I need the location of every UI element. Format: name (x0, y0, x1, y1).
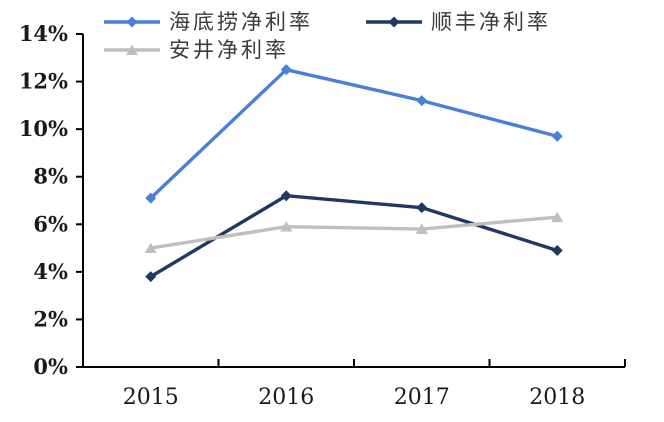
x-axis-category-label: 2017 (394, 385, 450, 410)
series-0-marker (280, 64, 292, 76)
y-axis-tick-label: 4% (33, 259, 68, 284)
series-1-marker (145, 271, 157, 283)
series-line-2 (149, 215, 559, 250)
y-axis-tick-label: 10% (19, 116, 68, 141)
y-axis-tick-label: 6% (33, 211, 68, 236)
x-axis-category-label: 2018 (529, 385, 585, 410)
x-axis-category-label: 2016 (258, 385, 314, 410)
series-2-marker (144, 242, 157, 254)
series-line-0 (149, 67, 559, 200)
series-1-marker (551, 244, 563, 256)
y-axis-tick-label: 12% (19, 69, 68, 94)
y-axis-tick-label: 2% (33, 306, 68, 331)
series-2-marker (415, 223, 428, 234)
x-axis-category-label: 2015 (123, 385, 179, 410)
y-axis-tick-label: 14% (19, 21, 68, 46)
y-axis-tick-label: 0% (33, 354, 68, 379)
series-0-marker (416, 95, 428, 107)
series-1-marker (280, 190, 292, 202)
y-axis-tick-label: 8% (33, 164, 68, 189)
series-line-1 (149, 194, 559, 279)
series-1-marker (416, 202, 428, 214)
series-2-marker (551, 211, 564, 223)
series-0-marker (551, 130, 563, 142)
series-0-marker (145, 192, 157, 204)
series-2-marker (280, 221, 293, 232)
